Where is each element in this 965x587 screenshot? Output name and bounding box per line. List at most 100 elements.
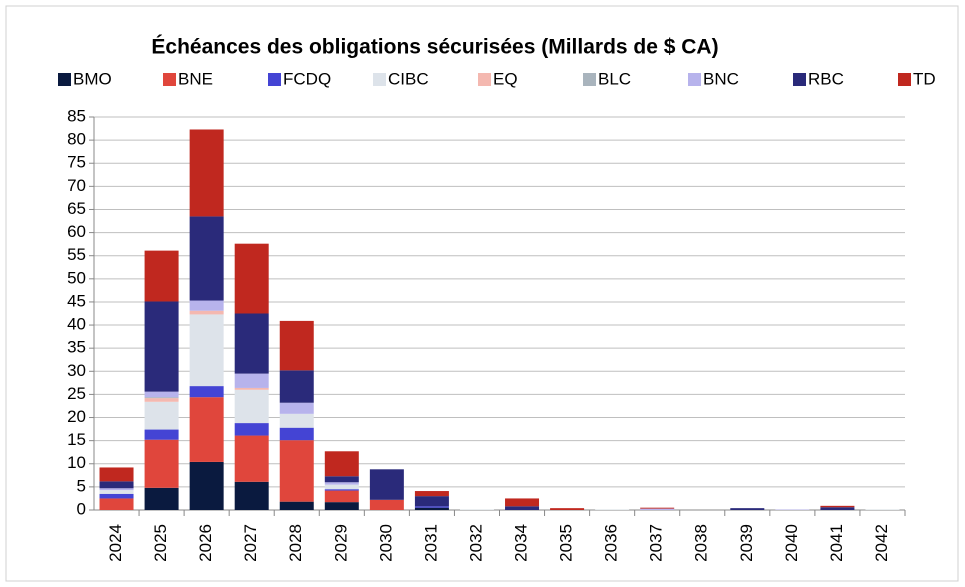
legend-swatch [898,73,911,86]
bar-segment [324,482,359,485]
legend-swatch [373,73,386,86]
y-tick-label: 75 [67,153,86,172]
bar-segment [234,387,269,390]
x-tick-label: 2025 [151,524,170,562]
bar-segment [144,250,179,302]
y-tick-label: 10 [67,453,86,472]
bar-segment [820,505,855,508]
legend-label: BLC [598,69,631,88]
bar-segment [279,501,314,510]
legend-swatch [583,73,596,86]
bar-segment [144,397,179,399]
y-tick-label: 45 [67,291,86,310]
x-tick-label: 2037 [647,524,666,562]
bar-segment [144,391,179,398]
legend-label: TD [913,69,936,88]
legend-swatch [58,73,71,86]
x-tick-label: 2041 [827,524,846,562]
bar-segment [369,469,404,500]
legend-label: BNC [703,69,739,88]
bar-segment [144,301,179,392]
bar-segment [324,451,359,477]
y-tick-label: 40 [67,315,86,334]
bar-segment [234,373,269,388]
bar-segment [640,507,675,509]
bar-segment [189,461,224,510]
bar-segment [234,481,269,510]
x-tick-label: 2040 [782,524,801,562]
x-tick-label: 2027 [241,524,260,562]
bar-segment [730,508,765,510]
x-tick-label: 2042 [872,524,891,562]
bar-segment [144,487,179,510]
bar-segment [369,499,404,510]
x-tick-label: 2030 [376,524,395,562]
bar-segment [279,440,314,502]
legend-label: EQ [493,69,518,88]
y-tick-label: 30 [67,361,86,380]
x-tick-label: 2024 [106,524,125,562]
legend-swatch [688,73,701,86]
y-tick-label: 35 [67,338,86,357]
legend-label: BNE [178,69,213,88]
legend-label: CIBC [388,69,429,88]
x-tick-label: 2035 [557,524,576,562]
bar-segment [279,320,314,371]
bar-segment [820,507,855,510]
bar-segment [505,506,540,510]
bar-segment [189,129,224,217]
y-tick-label: 50 [67,268,86,287]
y-tick-label: 60 [67,222,86,241]
legend-label: RBC [808,69,844,88]
bar-segment [99,490,134,494]
bar-segment [279,402,314,414]
bar-segment [234,313,269,374]
bar-segment [414,491,449,497]
bar-segment [144,398,179,402]
y-tick-label: 25 [67,384,86,403]
bar-segment [189,216,224,301]
chart-title: Échéances des obligations sécurisées (Mi… [151,36,718,59]
x-tick-label: 2031 [421,524,440,562]
bar-segment [99,488,134,491]
bar-segment [144,401,179,430]
bar-segment [189,386,224,398]
x-tick-label: 2028 [286,524,305,562]
bar-segment [414,507,449,510]
bar-segment [144,429,179,440]
bar-segment [189,310,224,315]
x-tick-label: 2029 [331,524,350,562]
y-tick-label: 5 [77,476,86,495]
bar-segment [99,467,134,482]
bar-segment [144,439,179,488]
y-tick-label: 20 [67,407,86,426]
bar-segment [99,498,134,510]
bar-segment [324,489,359,491]
y-tick-label: 15 [67,430,86,449]
bar-segment [189,314,224,387]
legend-label: BMO [73,69,112,88]
bar-segment [234,435,269,482]
bar-segment [550,508,585,510]
bar-segment [324,502,359,510]
bar-segment [414,506,449,508]
y-tick-label: 55 [67,245,86,264]
x-tick-label: 2026 [196,524,215,562]
legend-swatch [163,73,176,86]
y-tick-label: 80 [67,130,86,149]
x-tick-label: 2034 [512,524,531,562]
x-tick-label: 2032 [466,524,485,562]
y-tick-label: 85 [67,106,86,125]
x-tick-label: 2036 [602,524,621,562]
y-tick-label: 0 [77,499,86,518]
bar-segment [324,484,359,490]
bar-segment [234,389,269,424]
bar-segment [99,481,134,489]
bar-segment [279,413,314,428]
bar-segment [234,423,269,436]
x-tick-label: 2039 [737,524,756,562]
bar-segment [279,370,314,403]
y-tick-label: 65 [67,199,86,218]
bar-segment [279,427,314,441]
